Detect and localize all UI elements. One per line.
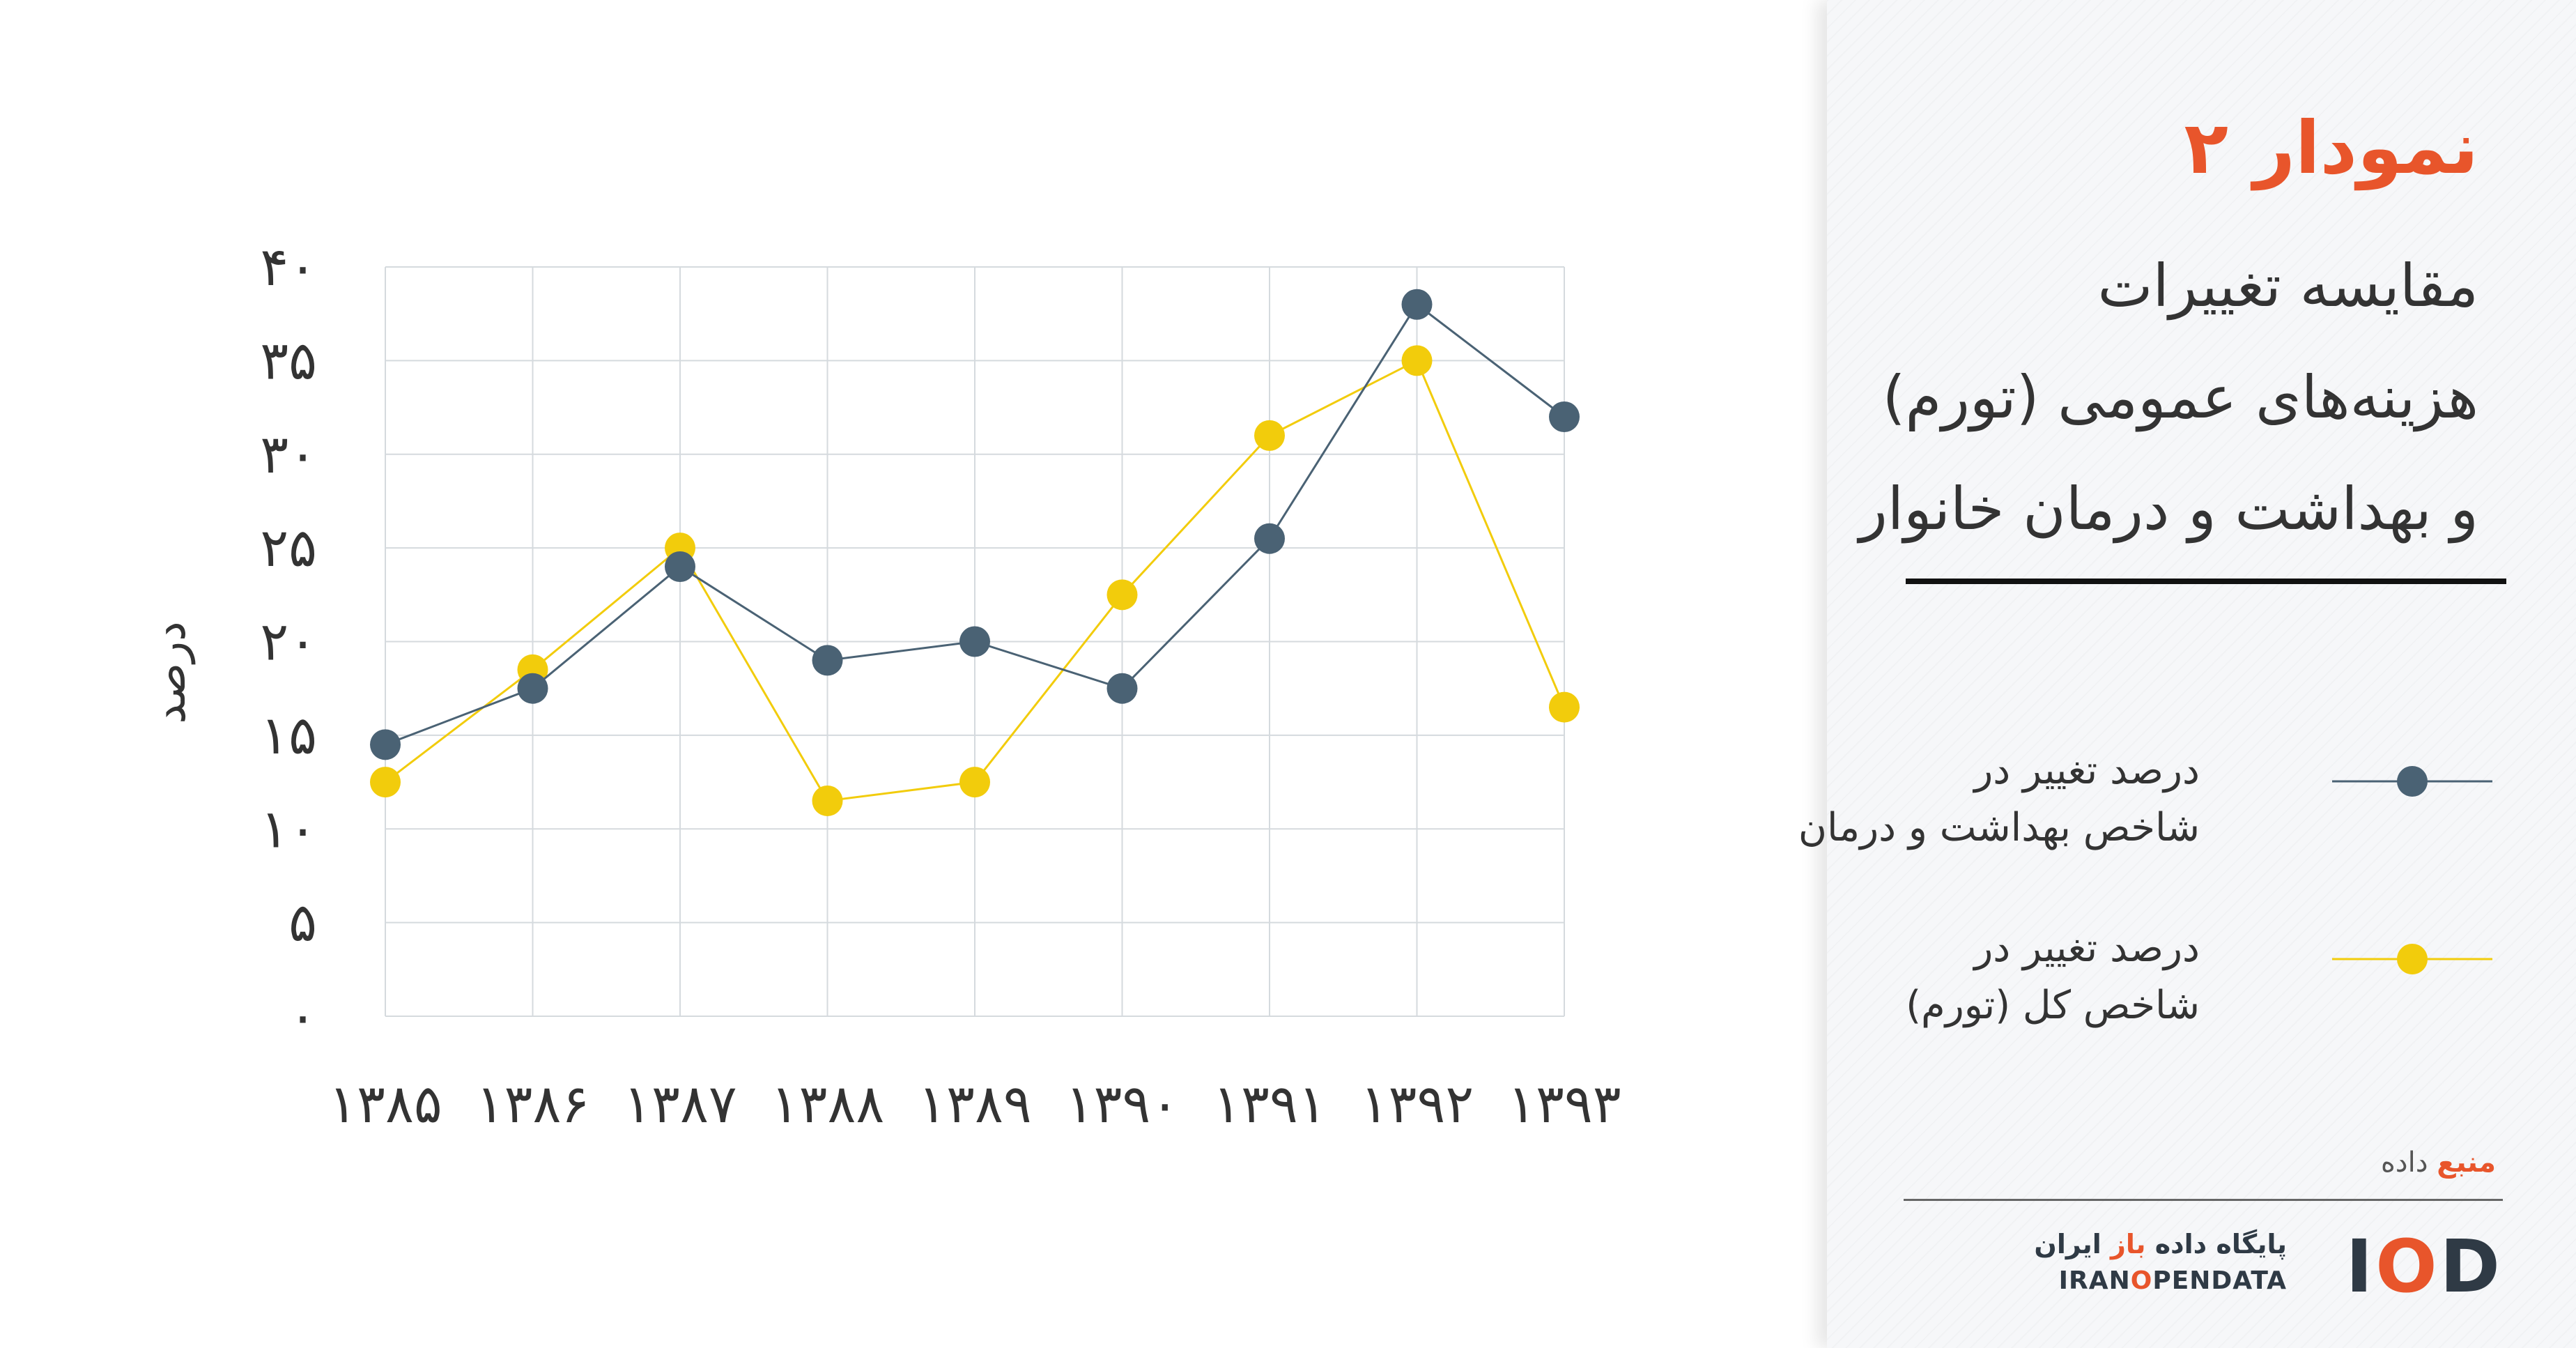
source-label: منبع bbox=[2437, 1147, 2496, 1179]
y-tick-label: ۵ bbox=[288, 891, 317, 953]
figure-number: نمودار ۲ bbox=[2184, 105, 2478, 190]
x-tick-label: ۱۳۸۶ bbox=[476, 1073, 589, 1135]
data-point bbox=[1549, 691, 1580, 723]
logo-name-persian: پایگاه داده باز ایران bbox=[2034, 1229, 2287, 1259]
data-source-link[interactable]: منبع داده bbox=[2381, 1147, 2496, 1179]
source-label-rest: داده bbox=[2380, 1147, 2428, 1179]
info-panel: نمودار ۲ مقایسه تغییرات هزینه‌های عمومی … bbox=[1798, 0, 2576, 1348]
footer-divider bbox=[1904, 1199, 2503, 1201]
y-axis-ticks: ۰ ۵ ۱۰ ۱۵ ۲۰ ۲۵ ۳۰ ۳۵ ۴۰ bbox=[260, 236, 317, 1047]
figure-title-line: و بهداشت و درمان خانوار bbox=[1859, 475, 2478, 543]
x-tick-label: ۱۳۸۹ bbox=[918, 1073, 1031, 1135]
logo-text: پایگاه داده bbox=[2154, 1229, 2287, 1259]
data-point bbox=[1254, 523, 1285, 554]
line-chart: ۰ ۵ ۱۰ ۱۵ ۲۰ ۲۵ ۳۰ ۳۵ ۴۰ ۱۳۸۵ ۱۳۸۶ ۱۳۸۷ ۱۳۸۸ ۱۳۸۹ ۱۳۹… bbox=[144, 236, 1621, 1135]
data-point bbox=[517, 673, 548, 704]
y-tick-label: ۱۰ bbox=[260, 797, 317, 859]
data-point bbox=[959, 767, 990, 798]
data-point bbox=[1106, 579, 1138, 611]
legend-label-line: شاخص بهداشت و درمان bbox=[1798, 805, 2200, 850]
y-tick-label: ۳۵ bbox=[260, 329, 317, 391]
logo-name-english: IRANOPENDATA bbox=[2059, 1266, 2287, 1295]
legend-label-line: درصد تغییر در bbox=[1974, 748, 2200, 793]
logo-letter: O bbox=[2375, 1224, 2440, 1309]
legend-item-health: درصد تغییر در شاخص بهداشت و درمان bbox=[1798, 742, 2492, 868]
chart-area: ۰ ۵ ۱۰ ۱۵ ۲۰ ۲۵ ۳۰ ۳۵ ۴۰ ۱۳۸۵ ۱۳۸۶ ۱۳۸۷ ۱۳۸۸ ۱۳۸۹ ۱۳۹… bbox=[144, 236, 1621, 1135]
data-point bbox=[1549, 401, 1580, 432]
data-point bbox=[1106, 673, 1138, 704]
logo-text: باز bbox=[2111, 1229, 2146, 1259]
data-point bbox=[370, 767, 401, 798]
logo-text: PENDATA bbox=[2152, 1266, 2287, 1295]
x-axis-ticks: ۱۳۸۵ ۱۳۸۶ ۱۳۸۷ ۱۳۸۸ ۱۳۸۹ ۱۳۹۰ ۱۳۹۱ ۱۳۹۲ ۱۳۹۳ bbox=[328, 1073, 1621, 1135]
figure-title-line: هزینه‌های عمومی (تورم) bbox=[1882, 363, 2478, 431]
logo-text: O bbox=[2130, 1266, 2153, 1295]
legend-label-inflation: درصد تغییر در شاخص کل (تورم) bbox=[1906, 920, 2200, 1034]
y-tick-label: ۴۰ bbox=[260, 236, 317, 298]
logo-letter: I bbox=[2345, 1224, 2376, 1309]
y-tick-label: ۲۰ bbox=[260, 611, 317, 673]
iranopendata-logo[interactable]: IOD پایگاه داده باز ایران IRANOPENDATA bbox=[1876, 1223, 2503, 1307]
data-point bbox=[1401, 289, 1433, 320]
data-point bbox=[370, 729, 401, 760]
y-tick-label: ۰ bbox=[288, 985, 317, 1047]
y-tick-label: ۱۵ bbox=[260, 704, 317, 766]
x-tick-label: ۱۳۹۲ bbox=[1360, 1073, 1474, 1135]
x-tick-label: ۱۳۸۷ bbox=[623, 1073, 736, 1135]
x-tick-label: ۱۳۹۰ bbox=[1065, 1073, 1179, 1135]
legend-label-health: درصد تغییر در شاخص بهداشت و درمان bbox=[1798, 742, 2200, 857]
legend-swatch-health bbox=[2332, 766, 2492, 797]
legend-swatch-inflation bbox=[2332, 944, 2492, 974]
series-0 bbox=[370, 289, 1580, 760]
series bbox=[370, 289, 1580, 816]
iod-logo-icon: IOD bbox=[2346, 1230, 2503, 1303]
data-point bbox=[665, 551, 695, 582]
logo-letter: D bbox=[2439, 1224, 2503, 1309]
legend-label-line: درصد تغییر در bbox=[1974, 926, 2200, 971]
data-point bbox=[1254, 420, 1285, 451]
y-tick-label: ۳۰ bbox=[260, 423, 317, 485]
y-tick-label: ۲۵ bbox=[260, 516, 317, 579]
x-tick-label: ۱۳۹۱ bbox=[1212, 1073, 1326, 1135]
data-point bbox=[812, 645, 843, 676]
data-point bbox=[959, 626, 990, 657]
data-point bbox=[812, 785, 843, 816]
figure-title-line: مقایسه تغییرات bbox=[2097, 252, 2479, 320]
logo-text: IRAN bbox=[2058, 1266, 2131, 1295]
legend-item-inflation: درصد تغییر در شاخص کل (تورم) bbox=[1865, 920, 2492, 1046]
y-axis-label: درصد bbox=[144, 621, 196, 723]
x-tick-label: ۱۳۹۳ bbox=[1507, 1073, 1621, 1135]
legend-label-line: شاخص کل (تورم) bbox=[1906, 983, 2200, 1028]
figure-title: مقایسه تغییرات هزینه‌های عمومی (تورم) و … bbox=[1851, 230, 2478, 565]
title-divider bbox=[1906, 579, 2506, 584]
x-tick-label: ۱۳۸۵ bbox=[328, 1073, 442, 1135]
logo-text: ایران bbox=[2034, 1229, 2101, 1259]
x-tick-label: ۱۳۸۸ bbox=[771, 1073, 884, 1135]
data-point bbox=[1401, 345, 1433, 376]
